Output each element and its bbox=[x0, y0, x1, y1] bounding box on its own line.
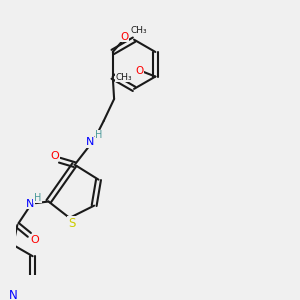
Text: O: O bbox=[120, 32, 128, 42]
Text: O: O bbox=[50, 151, 59, 161]
Text: N: N bbox=[86, 137, 94, 147]
Text: CH₃: CH₃ bbox=[130, 26, 147, 35]
Text: CH₃: CH₃ bbox=[115, 73, 132, 82]
Text: O: O bbox=[136, 66, 144, 76]
Text: H: H bbox=[95, 130, 103, 140]
Text: N: N bbox=[26, 199, 34, 209]
Text: N: N bbox=[9, 289, 18, 300]
Text: S: S bbox=[68, 217, 75, 230]
Text: O: O bbox=[30, 235, 39, 245]
Text: H: H bbox=[34, 193, 41, 203]
